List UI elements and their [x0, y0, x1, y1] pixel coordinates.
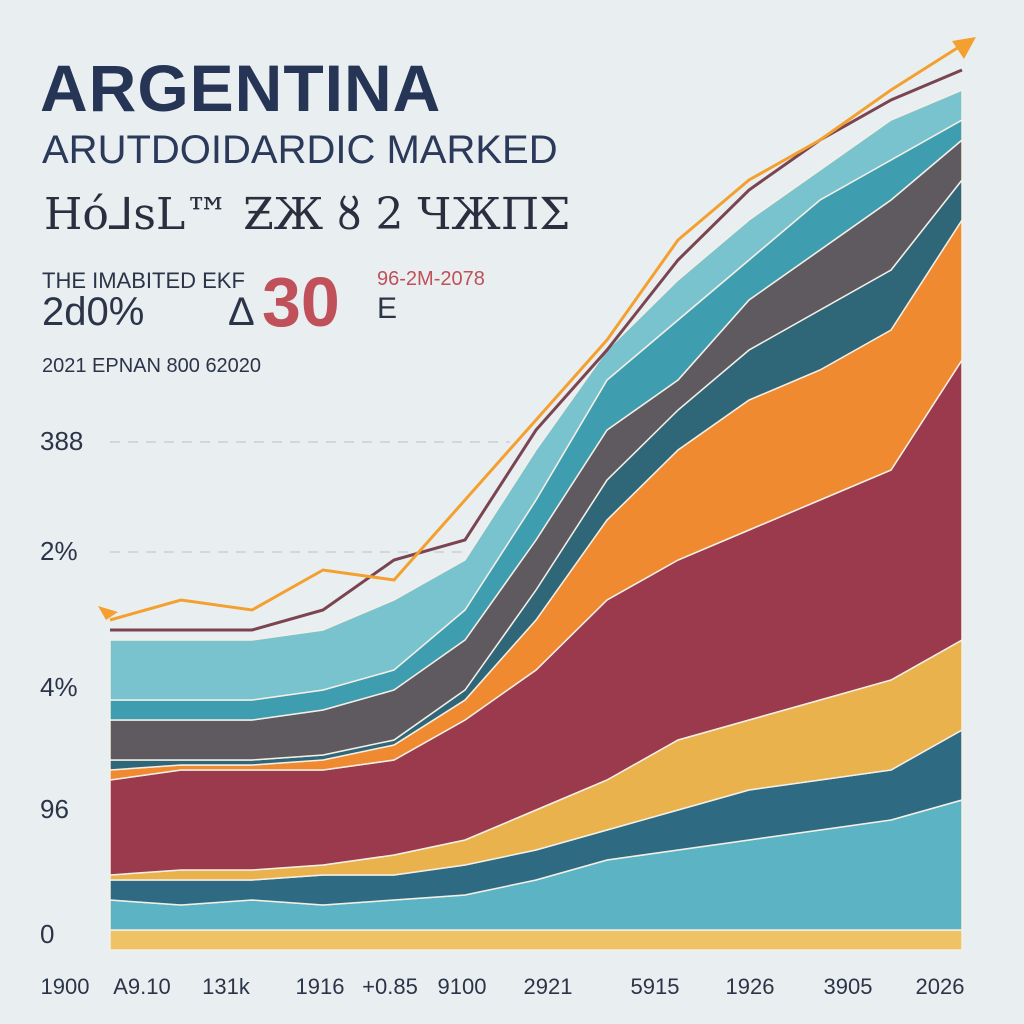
- x-tick-label: +0.85: [362, 974, 418, 999]
- line-series-2: [109, 43, 963, 622]
- x-tick-label: 9100: [437, 974, 487, 999]
- arrow-tail-icon: [98, 606, 118, 620]
- x-tick-label: 3905: [823, 974, 873, 999]
- y-tick-label: 96: [40, 794, 69, 824]
- y-tick-label: 0: [40, 919, 55, 949]
- chart-subtitle: ARUTDOIDARDIC MARKED: [42, 128, 558, 172]
- x-tick-label: 2026: [915, 974, 965, 999]
- y-tick-label: 2%: [40, 536, 78, 566]
- x-tick-label: 1926: [725, 974, 775, 999]
- stat-label: THE IMABITED EKF: [42, 268, 245, 293]
- x-tick-label: 1900: [40, 974, 90, 999]
- x-tick-label: 2921: [523, 974, 573, 999]
- y-tick-label: 4%: [40, 672, 78, 702]
- y-tick-label: 388: [40, 426, 84, 456]
- stat-range: 96-2M-2078: [377, 268, 485, 290]
- header-text: Hó⅃sL™ ƵЖ ȣ 2 ЧЖΠΣ: [44, 189, 571, 240]
- stat-big-number: 30: [262, 263, 340, 341]
- stat-value: 2d0%: [42, 290, 145, 334]
- x-tick-label: A9.10: [113, 974, 171, 999]
- area-series-1: [109, 929, 963, 951]
- x-tick-label: 1916: [295, 974, 345, 999]
- chart-title: ARGENTINA: [40, 51, 442, 125]
- delta-symbol: Δ: [228, 290, 255, 334]
- arrow-head-icon: [952, 37, 976, 59]
- area-series-10: [109, 88, 963, 701]
- stat-suffix: E: [377, 292, 398, 325]
- footnote: 2021 EPNAN 800 62020: [42, 355, 262, 377]
- x-tick-label: 5915: [630, 974, 680, 999]
- x-tick-label: 131k: [202, 974, 250, 999]
